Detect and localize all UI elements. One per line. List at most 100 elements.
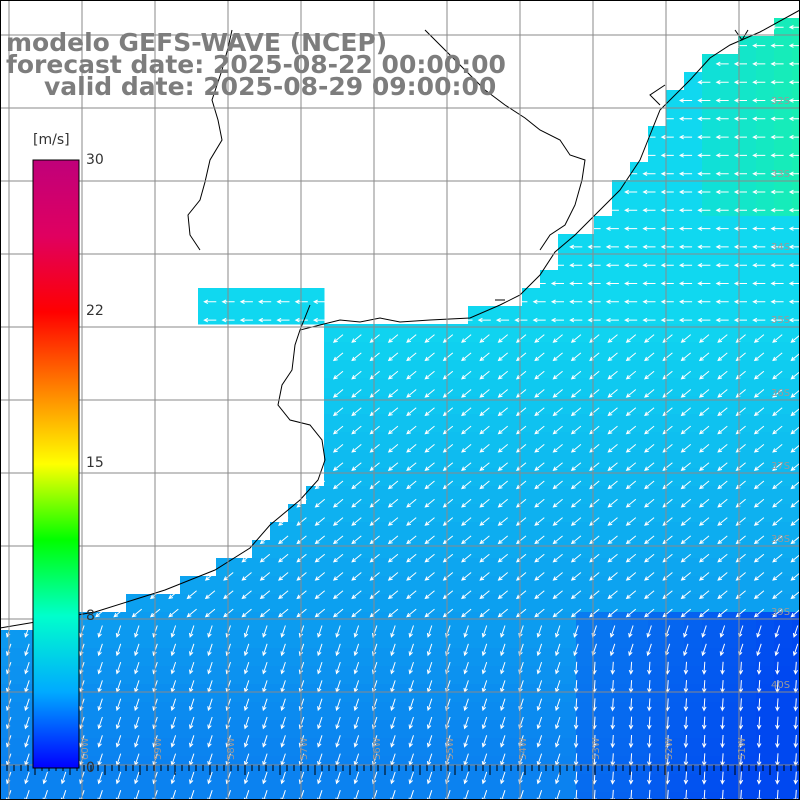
- wind-arrow: [207, 716, 213, 730]
- wind-arrow: [424, 498, 435, 508]
- wind-arrow: [317, 698, 323, 712]
- wind-arrow: [717, 572, 728, 581]
- wind-speed-cell: [756, 738, 775, 757]
- wind-speed-cell: [666, 234, 685, 253]
- wind-speed-cell: [702, 162, 721, 181]
- wind-arrow: [552, 352, 563, 362]
- wind-arrow: [752, 208, 766, 213]
- wind-arrow: [243, 625, 250, 638]
- wind-speed-cell: [378, 738, 397, 757]
- wind-arrow: [770, 153, 784, 158]
- wind-arrow: [536, 643, 543, 657]
- wind-speed-cell: [324, 324, 343, 343]
- wind-speed-cell: [720, 522, 739, 541]
- wind-speed-cell: [504, 450, 523, 469]
- wind-arrow: [387, 389, 399, 398]
- wind-speed-cell: [558, 720, 577, 739]
- wind-arrow: [717, 462, 728, 471]
- wind-arrow: [223, 608, 234, 618]
- wind-speed-cell: [252, 288, 271, 307]
- wind-speed-cell: [738, 792, 757, 800]
- wind-arrow: [733, 79, 747, 85]
- wind-arrow: [628, 698, 634, 712]
- wind-arrow: [515, 608, 527, 618]
- wind-speed-cell: [576, 666, 595, 685]
- wind-arrow: [701, 643, 707, 657]
- wind-speed-cell: [558, 396, 577, 415]
- wind-speed-cell: [702, 378, 721, 397]
- wind-speed-cell: [90, 630, 109, 649]
- wind-speed-cell: [396, 648, 415, 667]
- wind-arrow: [497, 535, 509, 545]
- wind-speed-cell: [486, 324, 505, 343]
- wind-arrow: [387, 535, 399, 545]
- wind-arrow: [607, 407, 618, 417]
- wind-arrow: [335, 661, 341, 675]
- wind-arrow: [587, 317, 601, 323]
- wind-speed-cell: [756, 198, 775, 217]
- wind-speed-cell: [702, 342, 721, 361]
- wind-arrow: [534, 498, 545, 508]
- wind-speed-cell: [540, 396, 559, 415]
- wind-arrow: [314, 572, 326, 581]
- wind-speed-cell: [468, 612, 487, 631]
- wind-arrow: [390, 771, 396, 785]
- wind-arrow: [442, 590, 454, 600]
- wind-speed-cell: [468, 396, 487, 415]
- wind-speed-cell: [360, 396, 379, 415]
- wind-arrow: [463, 661, 469, 675]
- wind-arrow: [550, 281, 564, 286]
- wind-arrow: [24, 625, 30, 638]
- wind-speed-cell: [630, 360, 649, 379]
- wind-arrow: [770, 317, 784, 323]
- wind-speed-cell: [396, 522, 415, 541]
- wind-arrow: [772, 498, 783, 508]
- wind-arrow: [733, 134, 747, 140]
- wind-arrow: [715, 262, 729, 268]
- wind-arrow: [770, 189, 784, 195]
- wind-speed-cell: [702, 54, 721, 73]
- wind-speed-cell: [666, 180, 685, 199]
- wind-arrow: [753, 498, 765, 508]
- wind-speed-cell: [612, 360, 631, 379]
- wind-speed-cell: [522, 450, 541, 469]
- wind-arrow: [461, 352, 472, 362]
- wind-speed-cell: [252, 792, 271, 800]
- wind-speed-cell: [648, 594, 667, 613]
- wind-arrow: [442, 462, 454, 471]
- wind-arrow: [701, 734, 707, 749]
- wind-arrow: [221, 299, 235, 305]
- wind-speed-cell: [288, 558, 307, 577]
- wind-speed-cell: [504, 360, 523, 379]
- wind-arrow: [479, 590, 490, 600]
- wind-speed-cell: [234, 630, 253, 649]
- wind-arrow: [481, 661, 488, 675]
- wind-speed-cell: [90, 684, 109, 703]
- wind-speed-cell: [234, 666, 253, 685]
- wind-arrow: [752, 299, 766, 305]
- wind-arrow: [312, 317, 327, 323]
- wind-arrow: [442, 352, 454, 362]
- wind-arrow: [644, 462, 655, 471]
- wind-arrow: [442, 517, 454, 526]
- wind-arrow: [753, 334, 765, 343]
- wind-speed-cell: [702, 684, 721, 703]
- wind-speed-cell: [612, 432, 631, 451]
- wind-arrow: [424, 590, 435, 600]
- wind-arrow: [442, 444, 454, 453]
- wind-arrow: [790, 370, 800, 380]
- wind-speed-cell: [540, 702, 559, 721]
- wind-arrow: [515, 535, 527, 545]
- wind-arrow: [189, 625, 195, 638]
- wind-speed-cell: [558, 414, 577, 433]
- wind-arrow: [570, 517, 582, 526]
- wind-arrow: [717, 590, 728, 600]
- wind-arrow: [351, 462, 362, 471]
- wind-speed-cell: [504, 558, 523, 577]
- wind-arrow: [587, 244, 601, 250]
- wind-arrow: [461, 498, 472, 508]
- wind-speed-cell: [774, 612, 793, 631]
- wind-arrow: [189, 643, 195, 657]
- wind-arrow: [753, 352, 765, 362]
- wind-speed-cell: [504, 540, 523, 559]
